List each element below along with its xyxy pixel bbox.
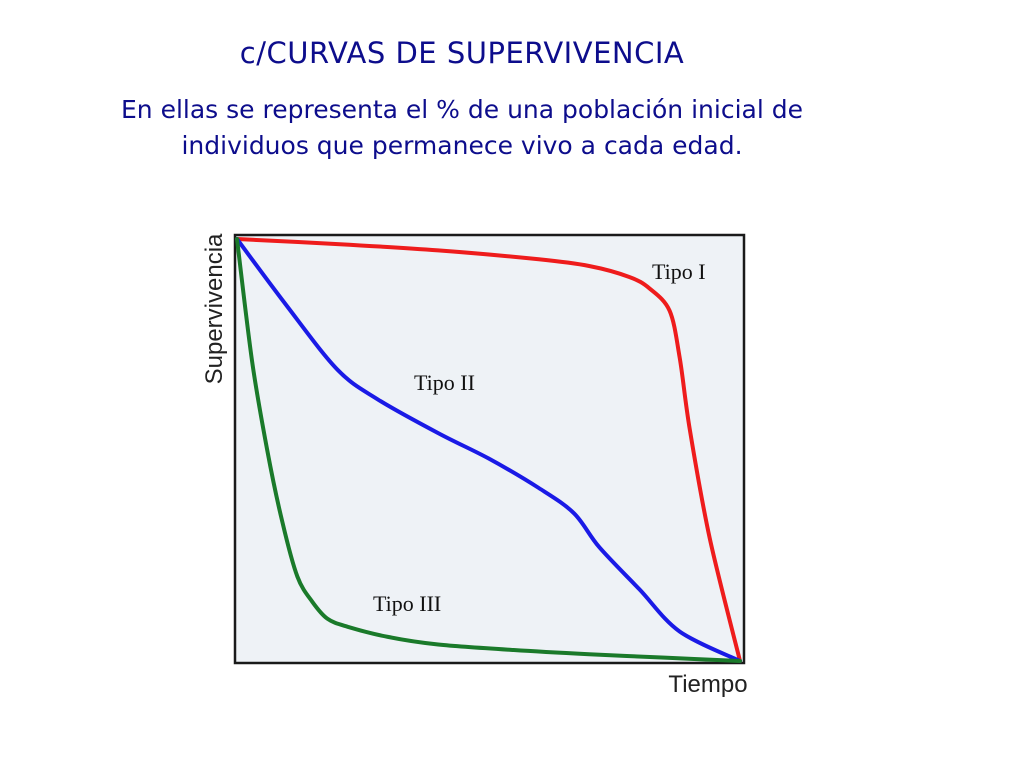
series-group bbox=[235, 237, 742, 663]
slide-title: c/CURVAS DE SUPERVIVENCIA bbox=[239, 36, 685, 70]
y-axis-label: Supervivencia bbox=[201, 233, 228, 384]
x-axis-label: Tiempo bbox=[668, 671, 747, 698]
series-line-tipo-iii bbox=[235, 237, 742, 663]
series-label-tipo-i: Tipo I bbox=[652, 259, 706, 284]
series-line-tipo-ii bbox=[235, 237, 742, 663]
series-label-tipo-ii: Tipo II bbox=[414, 370, 475, 395]
slide-subtitle: En ellas se representa el % de una pobla… bbox=[120, 95, 803, 160]
plot-area bbox=[233, 233, 746, 665]
series-line-tipo-i bbox=[235, 237, 742, 663]
series-label-tipo-iii: Tipo III bbox=[373, 591, 441, 616]
